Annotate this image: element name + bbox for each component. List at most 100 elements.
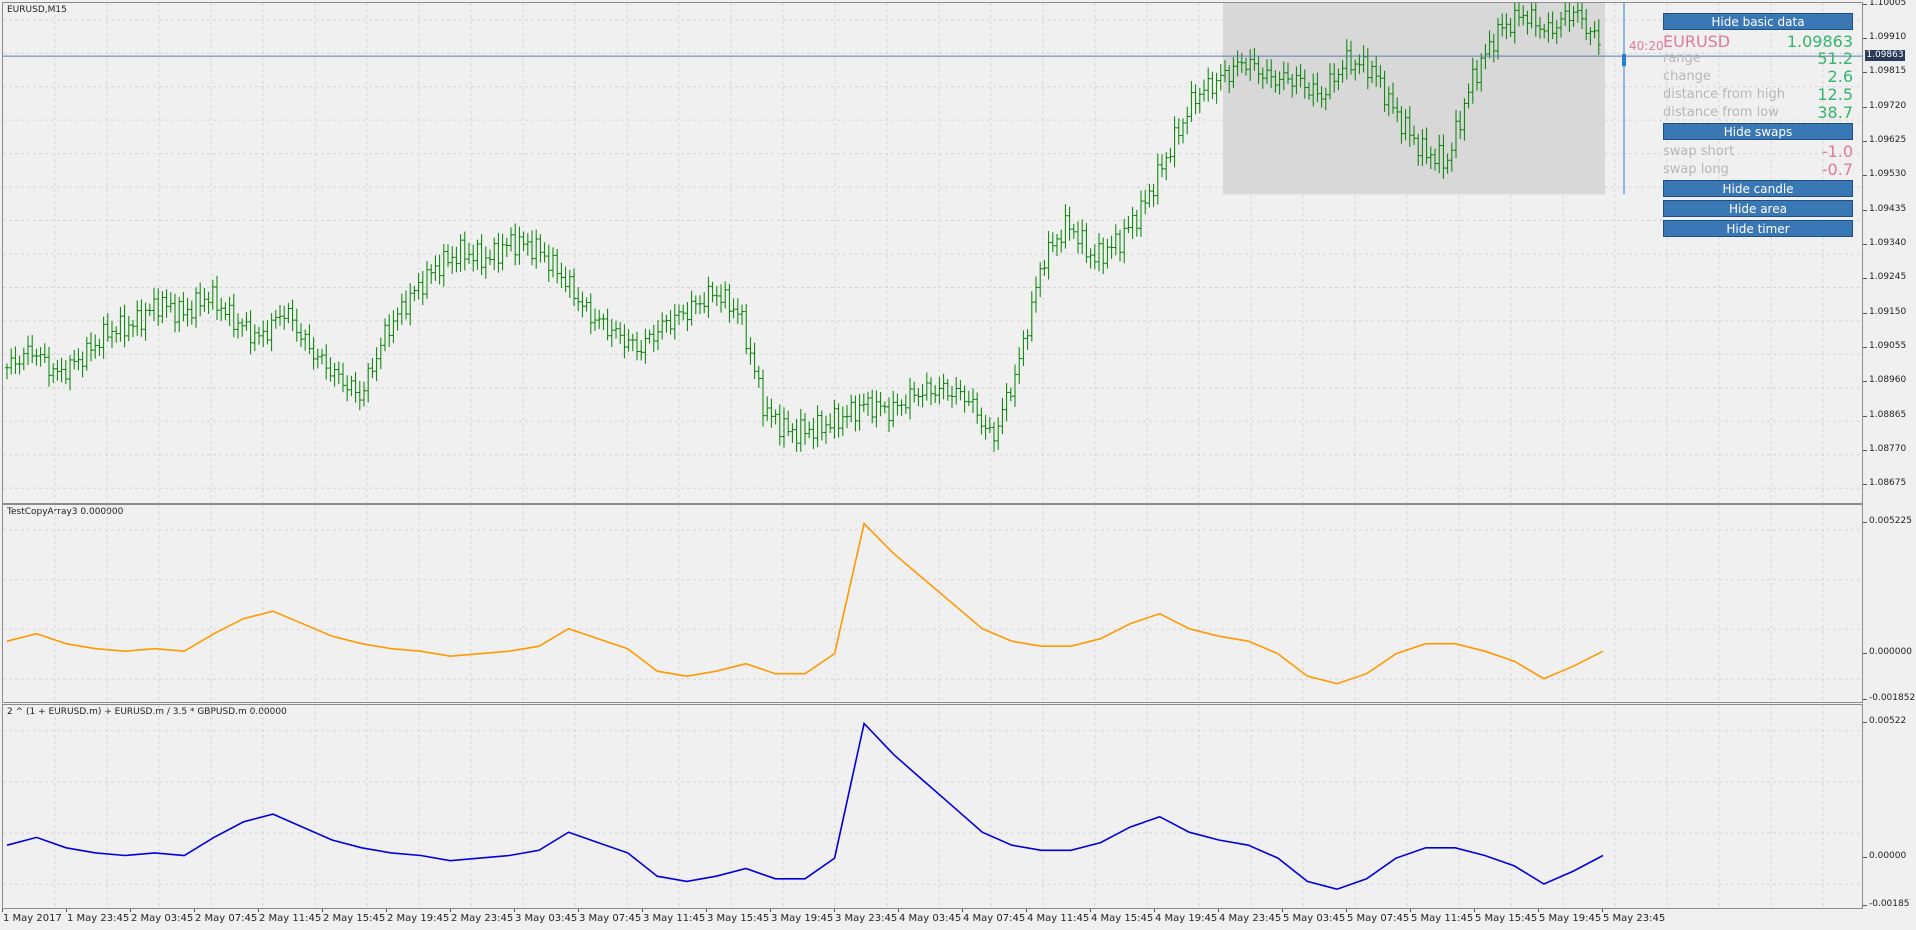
indicator-scale-tick	[1863, 652, 1867, 654]
info-key: range	[1663, 51, 1701, 66]
info-row-range: range 51.2	[1663, 49, 1853, 69]
indicator-scale-tick	[1863, 857, 1867, 859]
price-chart-canvas[interactable]	[3, 3, 1863, 504]
info-key: distance from high	[1663, 87, 1785, 102]
price-scale-label: 1.09435	[1869, 203, 1907, 214]
info-key: swap short	[1663, 144, 1735, 159]
time-axis-label: 4 May 19:45	[1155, 913, 1218, 924]
time-axis-tick	[962, 909, 963, 912]
info-value: 2.6	[1827, 67, 1853, 86]
info-row-distance-high: distance from high 12.5	[1663, 85, 1853, 105]
time-axis[interactable]: 1 May 2017 1 May 23:45 2 May 03:45 2 May 07…	[0, 909, 1916, 930]
time-axis-label: 1 May 23:45	[67, 913, 130, 924]
hide-candle-button[interactable]: Hide candle	[1663, 180, 1853, 197]
time-axis-label: 3 May 07:45	[579, 913, 642, 924]
time-axis-tick	[322, 909, 323, 912]
indicator-scale-tick	[1863, 522, 1867, 523]
price-scale-label: 1.08960	[1869, 375, 1907, 386]
indicator1-canvas[interactable]	[3, 505, 1863, 703]
indicator-series-line	[6, 721, 1604, 891]
price-scale-tick	[1863, 278, 1867, 280]
time-axis-label: 4 May 11:45	[1027, 913, 1090, 924]
indicator-scale-label: 0.005225	[1869, 516, 1912, 526]
price-scale-label: 1.08675	[1869, 478, 1907, 489]
time-axis-tick	[706, 909, 707, 912]
info-key: swap long	[1663, 162, 1729, 177]
price-scale-label: 1.09055	[1869, 340, 1907, 351]
time-axis-tick	[1154, 909, 1155, 912]
price-scale-tick	[1863, 209, 1867, 211]
time-axis-tick	[642, 909, 643, 912]
time-axis-label: 5 May 11:45	[1411, 913, 1474, 924]
price-scale-tick	[1863, 381, 1867, 383]
info-row-distance-low: distance from low 38.7	[1663, 103, 1853, 123]
indicator2-scale[interactable]: 0.00522 0.00000 -0.00185	[1863, 704, 1916, 909]
price-scale-label: 1.09815	[1869, 66, 1907, 77]
indicator-scale-label: 0.00000	[1869, 851, 1907, 862]
hide-timer-button[interactable]: Hide timer	[1663, 220, 1853, 237]
price-chart-pane[interactable]: EURUSD,M15	[2, 2, 1863, 504]
info-row-swap-short: swap short -1.0	[1663, 142, 1853, 162]
price-scale-tick	[1863, 72, 1867, 74]
price-scale-tick	[1863, 312, 1867, 314]
info-value: -0.7	[1821, 160, 1853, 179]
indicator-scale-label: -0.00185	[1869, 899, 1910, 909]
time-axis-label: 2 May 23:45	[451, 913, 514, 924]
price-scale-tick	[1863, 106, 1867, 108]
indicator1-title: TestCopyArray3 0.000000	[7, 507, 124, 517]
info-row-change: change 2.6	[1663, 67, 1853, 87]
price-scale-tick	[1863, 141, 1867, 143]
symbol-price: 1.09863	[1786, 32, 1853, 51]
time-axis-tick	[1474, 909, 1475, 912]
time-axis-tick	[66, 909, 67, 912]
indicator-scale-label: 0.00522	[1869, 716, 1907, 726]
timer-marker	[1622, 54, 1626, 67]
time-axis-tick	[1538, 909, 1539, 912]
current-price-tag: 1.09863	[1865, 50, 1905, 62]
time-axis-tick	[1346, 909, 1347, 912]
indicator2-canvas[interactable]	[3, 705, 1863, 909]
info-value: 38.7	[1817, 103, 1853, 122]
time-axis-tick	[578, 909, 579, 912]
symbol-label: EURUSD	[1663, 32, 1731, 51]
hide-basic-data-button[interactable]: Hide basic data	[1663, 13, 1853, 30]
time-axis-label: 4 May 03:45	[899, 913, 962, 924]
candle-timer: 40:20	[1629, 39, 1664, 53]
indicator1-pane[interactable]: TestCopyArray3 0.000000	[2, 504, 1863, 703]
info-row-swap-long: swap long -0.7	[1663, 160, 1853, 180]
price-scale-label: 1.09720	[1869, 100, 1907, 111]
time-axis-label: 3 May 15:45	[707, 913, 770, 924]
price-scale-label: 1.09530	[1869, 169, 1907, 180]
price-scale[interactable]: 1.10005 1.09910 1.09815 1.09720 1.09625 1.095…	[1863, 0, 1916, 504]
time-axis-label: 2 May 03:45	[131, 913, 194, 924]
time-axis-tick	[514, 909, 515, 912]
price-scale-tick	[1863, 175, 1867, 177]
info-value: 51.2	[1817, 49, 1853, 68]
time-axis-label: 1 May 2017	[3, 913, 62, 924]
time-axis-tick	[834, 909, 835, 912]
time-axis-label: 3 May 03:45	[515, 913, 578, 924]
time-axis-label: 5 May 03:45	[1283, 913, 1346, 924]
time-axis-tick	[1410, 909, 1411, 912]
price-scale-tick	[1863, 346, 1867, 348]
time-axis-label: 4 May 07:45	[963, 913, 1026, 924]
indicator-series-line	[6, 521, 1604, 685]
price-scale-tick	[1863, 415, 1867, 417]
indicator2-title: 2 ^ (1 + EURUSD.m) + EURUSD.m / 3.5 * GB…	[7, 707, 287, 717]
high-low-area	[1223, 3, 1605, 195]
time-axis-label: 2 May 19:45	[387, 913, 450, 924]
time-axis-label: 5 May 19:45	[1539, 913, 1602, 924]
price-scale-label: 1.09910	[1869, 32, 1907, 43]
chart-symbol-timeframe: EURUSD,M15	[7, 5, 67, 15]
info-key: change	[1663, 69, 1711, 84]
hide-area-button[interactable]: Hide area	[1663, 200, 1853, 217]
time-axis-label: 5 May 15:45	[1475, 913, 1538, 924]
time-axis-tick	[258, 909, 259, 912]
indicator2-pane[interactable]: 2 ^ (1 + EURUSD.m) + EURUSD.m / 3.5 * GB…	[2, 704, 1863, 909]
time-axis-tick	[386, 909, 387, 912]
indicator-scale-label: 0.000000	[1869, 646, 1912, 657]
hide-swaps-button[interactable]: Hide swaps	[1663, 123, 1853, 140]
price-scale-label: 1.08865	[1869, 409, 1907, 420]
time-axis-label: 5 May 07:45	[1347, 913, 1410, 924]
indicator1-scale[interactable]: 0.005225 0.000000 -0.001852	[1863, 504, 1916, 703]
